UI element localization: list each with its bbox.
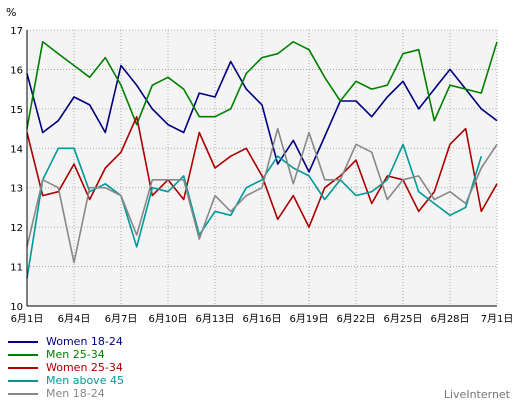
y-axis-unit: %	[6, 6, 16, 19]
x-tick-label: 6月7日	[105, 313, 138, 325]
y-tick-label: 10	[10, 302, 23, 313]
legend-item: Men above 45	[8, 374, 124, 387]
series-line-men-above-45	[26, 143, 483, 279]
legend-item: Women 25-34	[8, 361, 124, 374]
series-line-men-18-24	[26, 127, 498, 264]
legend-swatch	[8, 392, 38, 395]
series-lines	[26, 41, 498, 279]
legend-swatch	[8, 340, 38, 343]
x-tick-label: 6月16日	[242, 313, 281, 325]
series-line-women-25-34	[26, 115, 498, 228]
y-tick-label: 16	[10, 65, 23, 76]
legend-swatch	[8, 353, 38, 356]
x-tick-label: 6月19日	[289, 313, 328, 325]
y-tick-label: 15	[10, 105, 23, 116]
y-tick-labels: 10 11 12 13 14 15 16 17	[10, 26, 23, 313]
x-tick-label: 6月28日	[430, 313, 469, 325]
legend-label: Women 18-24	[46, 335, 123, 348]
series-line-women-18-24	[26, 60, 498, 173]
y-tick-label: 14	[10, 144, 23, 155]
y-tick-label: 13	[10, 184, 23, 195]
series-line-men-25-34	[26, 41, 498, 129]
legend-label: Men 18-24	[46, 387, 105, 400]
x-tick-label: 6月1日	[11, 313, 44, 325]
x-tick-label: 6月4日	[58, 313, 91, 325]
liveinternet-watermark: LiveInternet	[443, 388, 510, 401]
y-tick-label: 11	[10, 263, 23, 274]
x-tick-label: 6月10日	[148, 313, 187, 325]
legend-item: Men 25-34	[8, 348, 124, 361]
x-tick-label: 6月13日	[195, 313, 234, 325]
x-tick-label: 6月25日	[383, 313, 422, 325]
legend-label: Men above 45	[46, 374, 124, 387]
x-gridlines	[73, 30, 498, 306]
legend-item: Men 18-24	[8, 387, 124, 400]
legend: Women 18-24 Men 25-34 Women 25-34 Men above…	[8, 335, 124, 400]
legend-item: Women 18-24	[8, 335, 124, 348]
legend-label: Men 25-34	[46, 348, 105, 361]
legend-label: Women 25-34	[46, 361, 123, 374]
x-tick-label: 7月1日	[481, 313, 514, 325]
legend-swatch	[8, 366, 38, 369]
x-tick-label: 6月22日	[336, 313, 375, 325]
x-tick-labels: 6月1日 6月4日 6月7日 6月10日 6月13日 6月16日 6月19日 6月22日 6月2…	[11, 313, 514, 325]
legend-swatch	[8, 379, 38, 382]
y-tick-label: 17	[10, 26, 23, 37]
y-tick-label: 12	[10, 223, 23, 234]
